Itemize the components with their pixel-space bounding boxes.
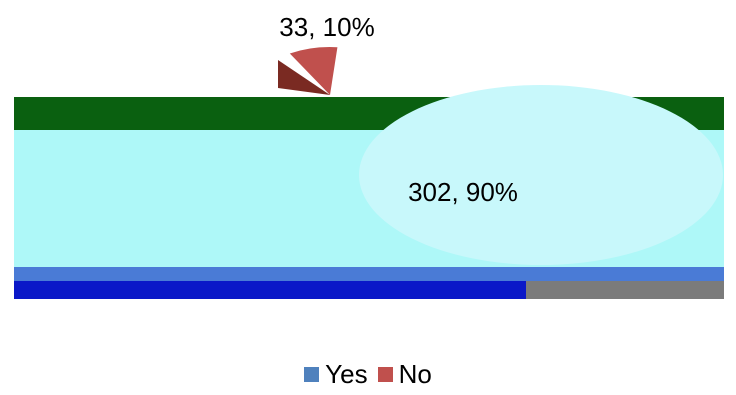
pie-slice-no — [289, 46, 338, 95]
pie-slice-yes-highlight — [359, 85, 723, 265]
bottom-band-gray — [526, 281, 724, 299]
data-label-no: 33, 10% — [279, 12, 374, 42]
legend-item-yes: Yes — [304, 359, 368, 390]
bottom-band-navy — [14, 281, 526, 299]
legend-label-no: No — [398, 359, 432, 389]
legend: Yes No — [0, 359, 736, 390]
legend-swatch-yes — [304, 367, 320, 382]
legend-item-no: No — [377, 359, 432, 390]
legend-swatch-no — [377, 367, 393, 382]
bottom-band-blue — [14, 267, 724, 281]
data-label-yes: 302, 90% — [408, 177, 518, 207]
pie-slice-no-shadow — [278, 60, 330, 95]
legend-label-yes: Yes — [325, 359, 368, 389]
